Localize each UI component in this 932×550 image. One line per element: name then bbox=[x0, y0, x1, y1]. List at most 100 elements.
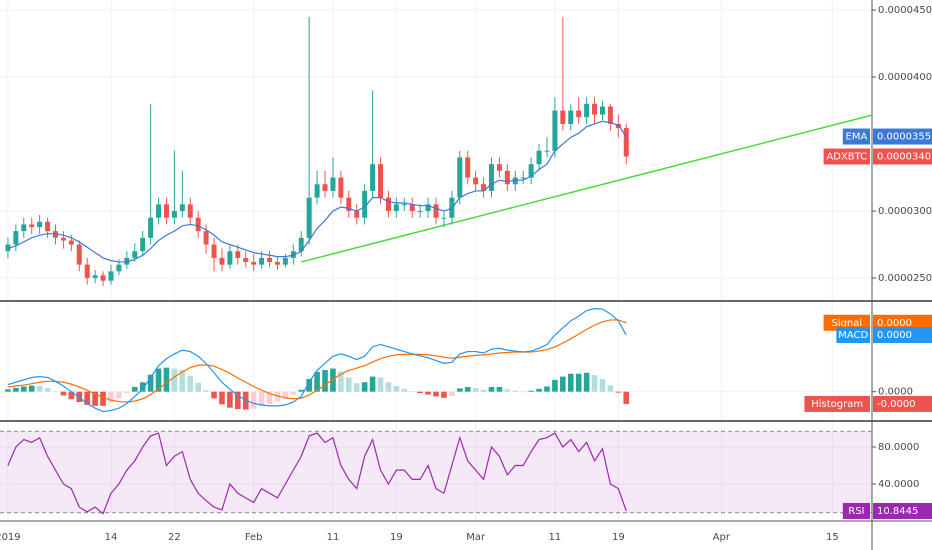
candle-body bbox=[481, 184, 487, 191]
histogram-bar bbox=[512, 390, 519, 392]
candle-body bbox=[520, 177, 526, 179]
candle-body bbox=[417, 211, 423, 213]
histogram-bar bbox=[298, 389, 305, 392]
histogram-bar bbox=[464, 386, 471, 392]
histogram-bar bbox=[322, 369, 328, 392]
candle-body bbox=[623, 127, 629, 157]
candle-body bbox=[536, 150, 542, 165]
tag-name: EMA bbox=[846, 132, 868, 143]
tag-name-box bbox=[804, 395, 870, 412]
histogram-bar bbox=[575, 373, 582, 392]
histogram-bar bbox=[409, 391, 416, 392]
histogram-bar bbox=[338, 371, 344, 392]
x-tick-label: 11 bbox=[549, 532, 562, 543]
histogram-bar bbox=[607, 385, 614, 392]
candle-body bbox=[346, 197, 352, 212]
histogram-bar bbox=[528, 390, 534, 392]
candle-body bbox=[354, 211, 360, 218]
candle-body bbox=[100, 275, 106, 281]
x-tick-label: Mar bbox=[466, 532, 486, 543]
histogram-bar bbox=[361, 382, 368, 392]
rsi-line bbox=[7, 432, 627, 515]
candle-body bbox=[148, 217, 154, 238]
candle-body bbox=[251, 261, 257, 265]
histogram-bar bbox=[274, 391, 281, 402]
candle-body bbox=[29, 224, 35, 228]
tag-name-box bbox=[823, 314, 870, 331]
candle-body bbox=[92, 275, 98, 279]
candle-body bbox=[338, 177, 344, 198]
histogram-bar bbox=[227, 391, 233, 408]
candle-body bbox=[592, 103, 598, 115]
tag-name: Histogram bbox=[811, 399, 863, 410]
histogram-bar bbox=[84, 391, 90, 405]
candle-body bbox=[584, 103, 590, 118]
histogram-bar bbox=[116, 391, 122, 399]
histogram-bar bbox=[92, 391, 98, 406]
x-tick-label: 2019 bbox=[0, 532, 21, 543]
candle-body bbox=[528, 164, 534, 178]
x-tick-label: Apr bbox=[713, 532, 731, 543]
price-tag: Histogram -0.0000 bbox=[804, 395, 932, 412]
candle-body bbox=[504, 170, 510, 185]
histogram-bar bbox=[504, 389, 511, 392]
histogram-bar bbox=[163, 367, 170, 392]
y-tick-label: 0.0000 bbox=[878, 387, 913, 398]
histogram-bar bbox=[346, 377, 352, 392]
histogram-bar bbox=[211, 391, 217, 399]
candle-body bbox=[211, 244, 217, 258]
tag-name-box bbox=[836, 327, 870, 344]
histogram-bar bbox=[472, 387, 479, 392]
candle-body bbox=[163, 204, 169, 218]
histogram-bar bbox=[44, 387, 51, 392]
candle-body bbox=[576, 110, 582, 118]
tag-name-box bbox=[823, 148, 870, 165]
histogram-bar bbox=[147, 374, 154, 392]
candle-body bbox=[37, 221, 43, 228]
candle-body bbox=[60, 237, 66, 241]
candle-body bbox=[512, 177, 518, 185]
candle-body bbox=[21, 224, 27, 232]
histogram-bar bbox=[187, 375, 194, 392]
histogram-bar bbox=[171, 368, 178, 392]
histogram-bar bbox=[456, 388, 463, 392]
candle-body bbox=[203, 231, 209, 245]
histogram-bar bbox=[124, 391, 130, 394]
candle-body bbox=[195, 217, 201, 232]
candle-body bbox=[465, 157, 471, 178]
histogram-bar bbox=[560, 376, 566, 392]
histogram-bar bbox=[108, 391, 114, 403]
x-tick-label: 14 bbox=[105, 532, 118, 543]
tag-value-box bbox=[873, 128, 932, 145]
histogram-bar bbox=[433, 391, 439, 397]
indicator-line bbox=[7, 308, 627, 413]
candle-body bbox=[393, 204, 399, 212]
histogram-bar bbox=[13, 387, 19, 392]
candle-body bbox=[401, 204, 407, 206]
histogram-bar bbox=[235, 391, 241, 410]
histogram-bar bbox=[290, 391, 297, 395]
price-tag: EMA 0.00003556 bbox=[842, 128, 932, 145]
candle-body bbox=[259, 257, 265, 265]
ema-line bbox=[7, 120, 627, 263]
histogram-bar bbox=[377, 377, 384, 392]
x-tick-label: 19 bbox=[612, 532, 625, 543]
candle-body bbox=[13, 231, 19, 245]
candle-body bbox=[187, 204, 193, 218]
histogram-bar bbox=[195, 382, 201, 392]
histogram-bar bbox=[488, 386, 495, 392]
histogram-bar bbox=[480, 389, 487, 392]
candle-body bbox=[282, 257, 288, 265]
candle-body bbox=[330, 177, 336, 191]
tag-value: 0.00003556 bbox=[877, 132, 932, 143]
histogram-bar bbox=[219, 391, 225, 405]
histogram-bar bbox=[203, 390, 209, 392]
candle-body bbox=[243, 257, 249, 262]
candle-body bbox=[140, 237, 146, 252]
tag-value-box bbox=[873, 314, 932, 331]
candle-body bbox=[76, 244, 82, 265]
histogram-bar bbox=[5, 389, 11, 392]
